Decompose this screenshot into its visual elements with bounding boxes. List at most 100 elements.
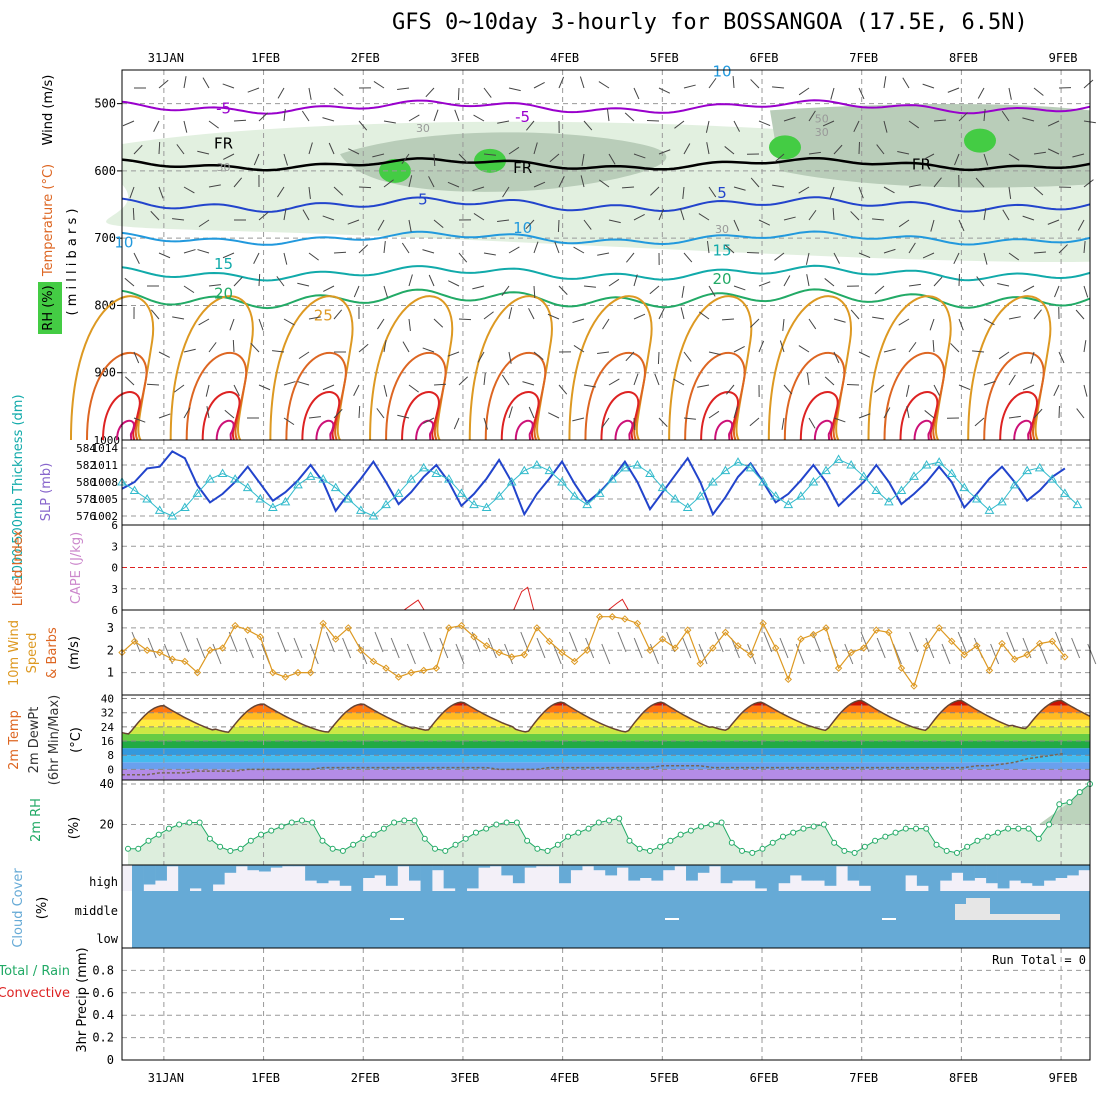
wind-speed-marker xyxy=(269,668,277,677)
date-label-bottom: 4FEB xyxy=(550,1071,579,1085)
wind-barb xyxy=(608,378,620,386)
cloud-high-bar xyxy=(1009,865,1022,881)
rh-marker xyxy=(831,839,838,846)
wind-barb xyxy=(283,153,288,166)
wind-barb xyxy=(1008,87,1012,100)
temp-label-2: 2m DewPt xyxy=(27,707,42,774)
wind-barb xyxy=(674,120,685,129)
slp-marker xyxy=(632,459,643,469)
contour-label: 5 xyxy=(717,184,727,202)
wind-barb xyxy=(833,318,846,323)
wind-barb xyxy=(233,384,240,396)
wind-label-3: & Barbs xyxy=(45,627,60,679)
li-tick-label: 3 xyxy=(111,540,118,553)
cloud-high-bar xyxy=(674,865,687,867)
wind-barb xyxy=(573,246,585,254)
rh-marker xyxy=(1056,801,1063,808)
wind-speed-marker xyxy=(168,655,176,663)
cloud-high-bar xyxy=(801,865,814,881)
rh-marker xyxy=(565,833,572,840)
rh-marker xyxy=(902,825,909,832)
wind-speed-marker xyxy=(332,635,340,643)
wind-barb xyxy=(897,150,910,155)
wind-barb xyxy=(183,76,187,89)
slp-marker xyxy=(871,485,882,494)
wind-barb xyxy=(301,110,310,122)
wind-unit: (m/s) xyxy=(67,636,82,670)
rh-marker xyxy=(554,841,561,848)
wind-barb xyxy=(633,373,639,386)
wind-barb xyxy=(233,177,243,188)
cloud-gap xyxy=(390,918,404,920)
isotherm-warm xyxy=(783,351,846,441)
slp-marker xyxy=(720,465,731,475)
wind-barb xyxy=(508,351,512,364)
wind-barb xyxy=(1022,117,1035,122)
date-label-top: 9FEB xyxy=(1049,51,1078,65)
cape-spike xyxy=(513,586,535,611)
wind-barb xyxy=(930,219,935,232)
rh-marker xyxy=(452,841,459,848)
rh-marker xyxy=(350,841,357,848)
wind-barb xyxy=(372,153,385,158)
wind-barb xyxy=(858,413,871,419)
surface-wind-barb xyxy=(568,631,578,653)
precip-tick-label: 0.2 xyxy=(92,1031,114,1045)
wind-barb xyxy=(522,381,535,386)
rh-marker xyxy=(913,825,920,832)
wind-barb xyxy=(508,146,520,155)
cloud-high-bar xyxy=(939,865,952,881)
cloud-high-bar xyxy=(420,865,433,891)
wind-barb xyxy=(208,120,219,129)
wind-barb xyxy=(1030,351,1035,364)
wind-barb xyxy=(433,318,444,328)
slp-tick-label: 1011 xyxy=(92,459,119,472)
wind-barb xyxy=(333,309,343,320)
rh-marker xyxy=(534,845,541,852)
slp-tick-label: 1005 xyxy=(92,493,119,506)
wind-barb xyxy=(646,119,660,122)
cloud-high-bar xyxy=(374,865,387,876)
wind-barb xyxy=(708,351,721,356)
rh-marker xyxy=(1076,789,1083,796)
wind-barb xyxy=(830,87,835,100)
slp-marker xyxy=(645,468,655,477)
isotherm-freezing xyxy=(121,156,1091,172)
wind-speed-marker xyxy=(218,644,227,652)
surface-wind-barb xyxy=(342,637,352,659)
wind-speed-marker xyxy=(206,646,214,654)
rh-marker xyxy=(595,819,602,826)
wind-barb xyxy=(658,149,671,155)
wind-speed-marker xyxy=(244,626,252,634)
rh-marker xyxy=(411,817,418,824)
temp-tick-label: 32 xyxy=(101,707,114,720)
contour-label: 20 xyxy=(214,285,233,303)
wind-barb xyxy=(822,120,835,127)
wind-barb xyxy=(998,351,1010,360)
y-tick-label: 700 xyxy=(94,231,116,245)
isotherm-warm xyxy=(269,295,354,441)
wind-barb xyxy=(772,184,785,188)
wind-barb xyxy=(749,417,760,427)
isotherm-warm xyxy=(983,351,1045,441)
wind-barb xyxy=(923,153,935,161)
surface-wind-barb xyxy=(844,643,854,665)
cloud-high-bar xyxy=(916,865,929,886)
wind-barb xyxy=(733,120,741,132)
wind-barb xyxy=(682,186,685,199)
wind-barb xyxy=(525,219,535,230)
contour-label: FR xyxy=(214,135,233,153)
wind-barb xyxy=(158,79,169,89)
cloud-high-bar xyxy=(166,865,179,867)
wind-barb xyxy=(583,384,596,388)
rh-marker xyxy=(872,837,879,844)
temp-band xyxy=(122,755,1090,763)
surface-wind-barb xyxy=(228,631,238,653)
wind-barb xyxy=(683,351,692,362)
rh-marker xyxy=(483,825,490,832)
cloud-high-bar xyxy=(686,865,698,881)
contour-label: 30 xyxy=(815,126,829,139)
wind-barb xyxy=(658,87,671,94)
cloud-high-bar xyxy=(836,865,848,867)
